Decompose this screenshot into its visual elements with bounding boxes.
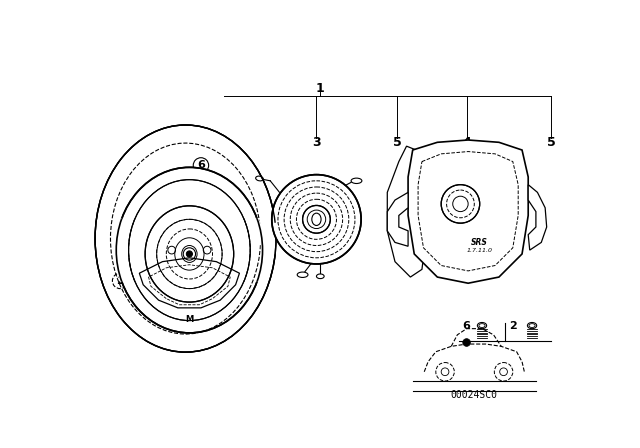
Ellipse shape <box>297 272 308 277</box>
Ellipse shape <box>255 176 263 181</box>
Ellipse shape <box>145 206 234 302</box>
Text: 5: 5 <box>547 136 556 149</box>
Circle shape <box>441 368 449 375</box>
Ellipse shape <box>116 168 262 333</box>
Circle shape <box>463 339 470 346</box>
Circle shape <box>500 368 508 375</box>
Text: 2: 2 <box>509 321 516 331</box>
Ellipse shape <box>477 323 486 329</box>
Text: 1: 1 <box>316 82 324 95</box>
Text: SRS: SRS <box>471 238 488 247</box>
Text: 6: 6 <box>463 321 470 331</box>
Text: 00024SC0: 00024SC0 <box>451 390 498 400</box>
Ellipse shape <box>129 180 250 321</box>
Ellipse shape <box>95 125 276 352</box>
Ellipse shape <box>529 323 535 327</box>
Text: 6: 6 <box>197 160 205 170</box>
Ellipse shape <box>527 323 537 329</box>
Ellipse shape <box>351 178 362 184</box>
Polygon shape <box>387 192 408 246</box>
Text: 3: 3 <box>312 136 321 149</box>
Circle shape <box>303 206 330 233</box>
Ellipse shape <box>157 220 222 289</box>
Polygon shape <box>387 146 437 277</box>
Text: 5: 5 <box>393 136 402 149</box>
Circle shape <box>186 251 193 257</box>
Text: 2: 2 <box>116 276 124 286</box>
Polygon shape <box>408 140 528 283</box>
Ellipse shape <box>479 323 485 327</box>
Circle shape <box>272 175 361 264</box>
Text: 1.7.11.0: 1.7.11.0 <box>467 248 493 254</box>
Ellipse shape <box>312 213 321 225</box>
Polygon shape <box>528 185 547 250</box>
Text: M: M <box>185 315 193 324</box>
Text: 4: 4 <box>462 136 471 149</box>
Ellipse shape <box>316 274 324 279</box>
Circle shape <box>441 185 480 223</box>
